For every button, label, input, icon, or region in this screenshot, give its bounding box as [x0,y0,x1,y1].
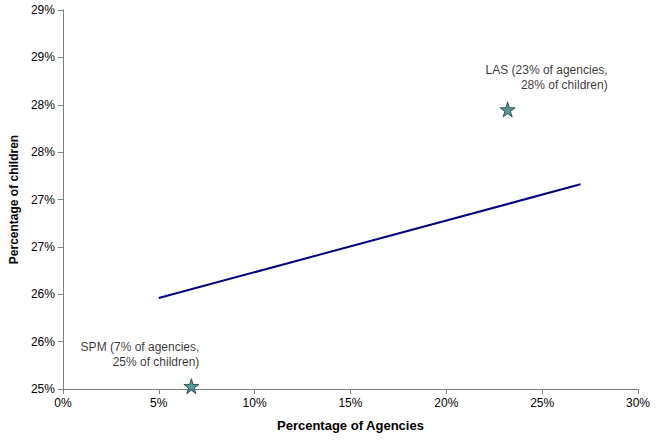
svg-text:28%: 28% [31,145,55,159]
svg-text:27%: 27% [31,240,55,254]
svg-text:Percentage of Agencies: Percentage of Agencies [277,418,424,433]
svg-text:25%: 25% [31,382,55,396]
svg-text:Percentage of children: Percentage of children [7,135,21,264]
svg-text:20%: 20% [434,396,458,410]
svg-text:26%: 26% [31,335,55,349]
svg-text:27%: 27% [31,193,55,207]
svg-text:0%: 0% [54,396,72,410]
svg-text:28% of children): 28% of children) [521,78,608,92]
svg-text:30%: 30% [626,396,650,410]
svg-text:5%: 5% [150,396,168,410]
svg-text:25% of children): 25% of children) [113,355,200,369]
svg-text:15%: 15% [338,396,362,410]
svg-text:26%: 26% [31,287,55,301]
svg-text:LAS (23% of agencies,: LAS (23% of agencies, [486,63,608,77]
svg-text:SPM (7% of agencies,: SPM (7% of agencies, [81,340,200,354]
svg-text:28%: 28% [31,98,55,112]
svg-text:29%: 29% [31,3,55,17]
svg-text:10%: 10% [243,396,267,410]
svg-text:25%: 25% [530,396,554,410]
svg-text:29%: 29% [31,50,55,64]
